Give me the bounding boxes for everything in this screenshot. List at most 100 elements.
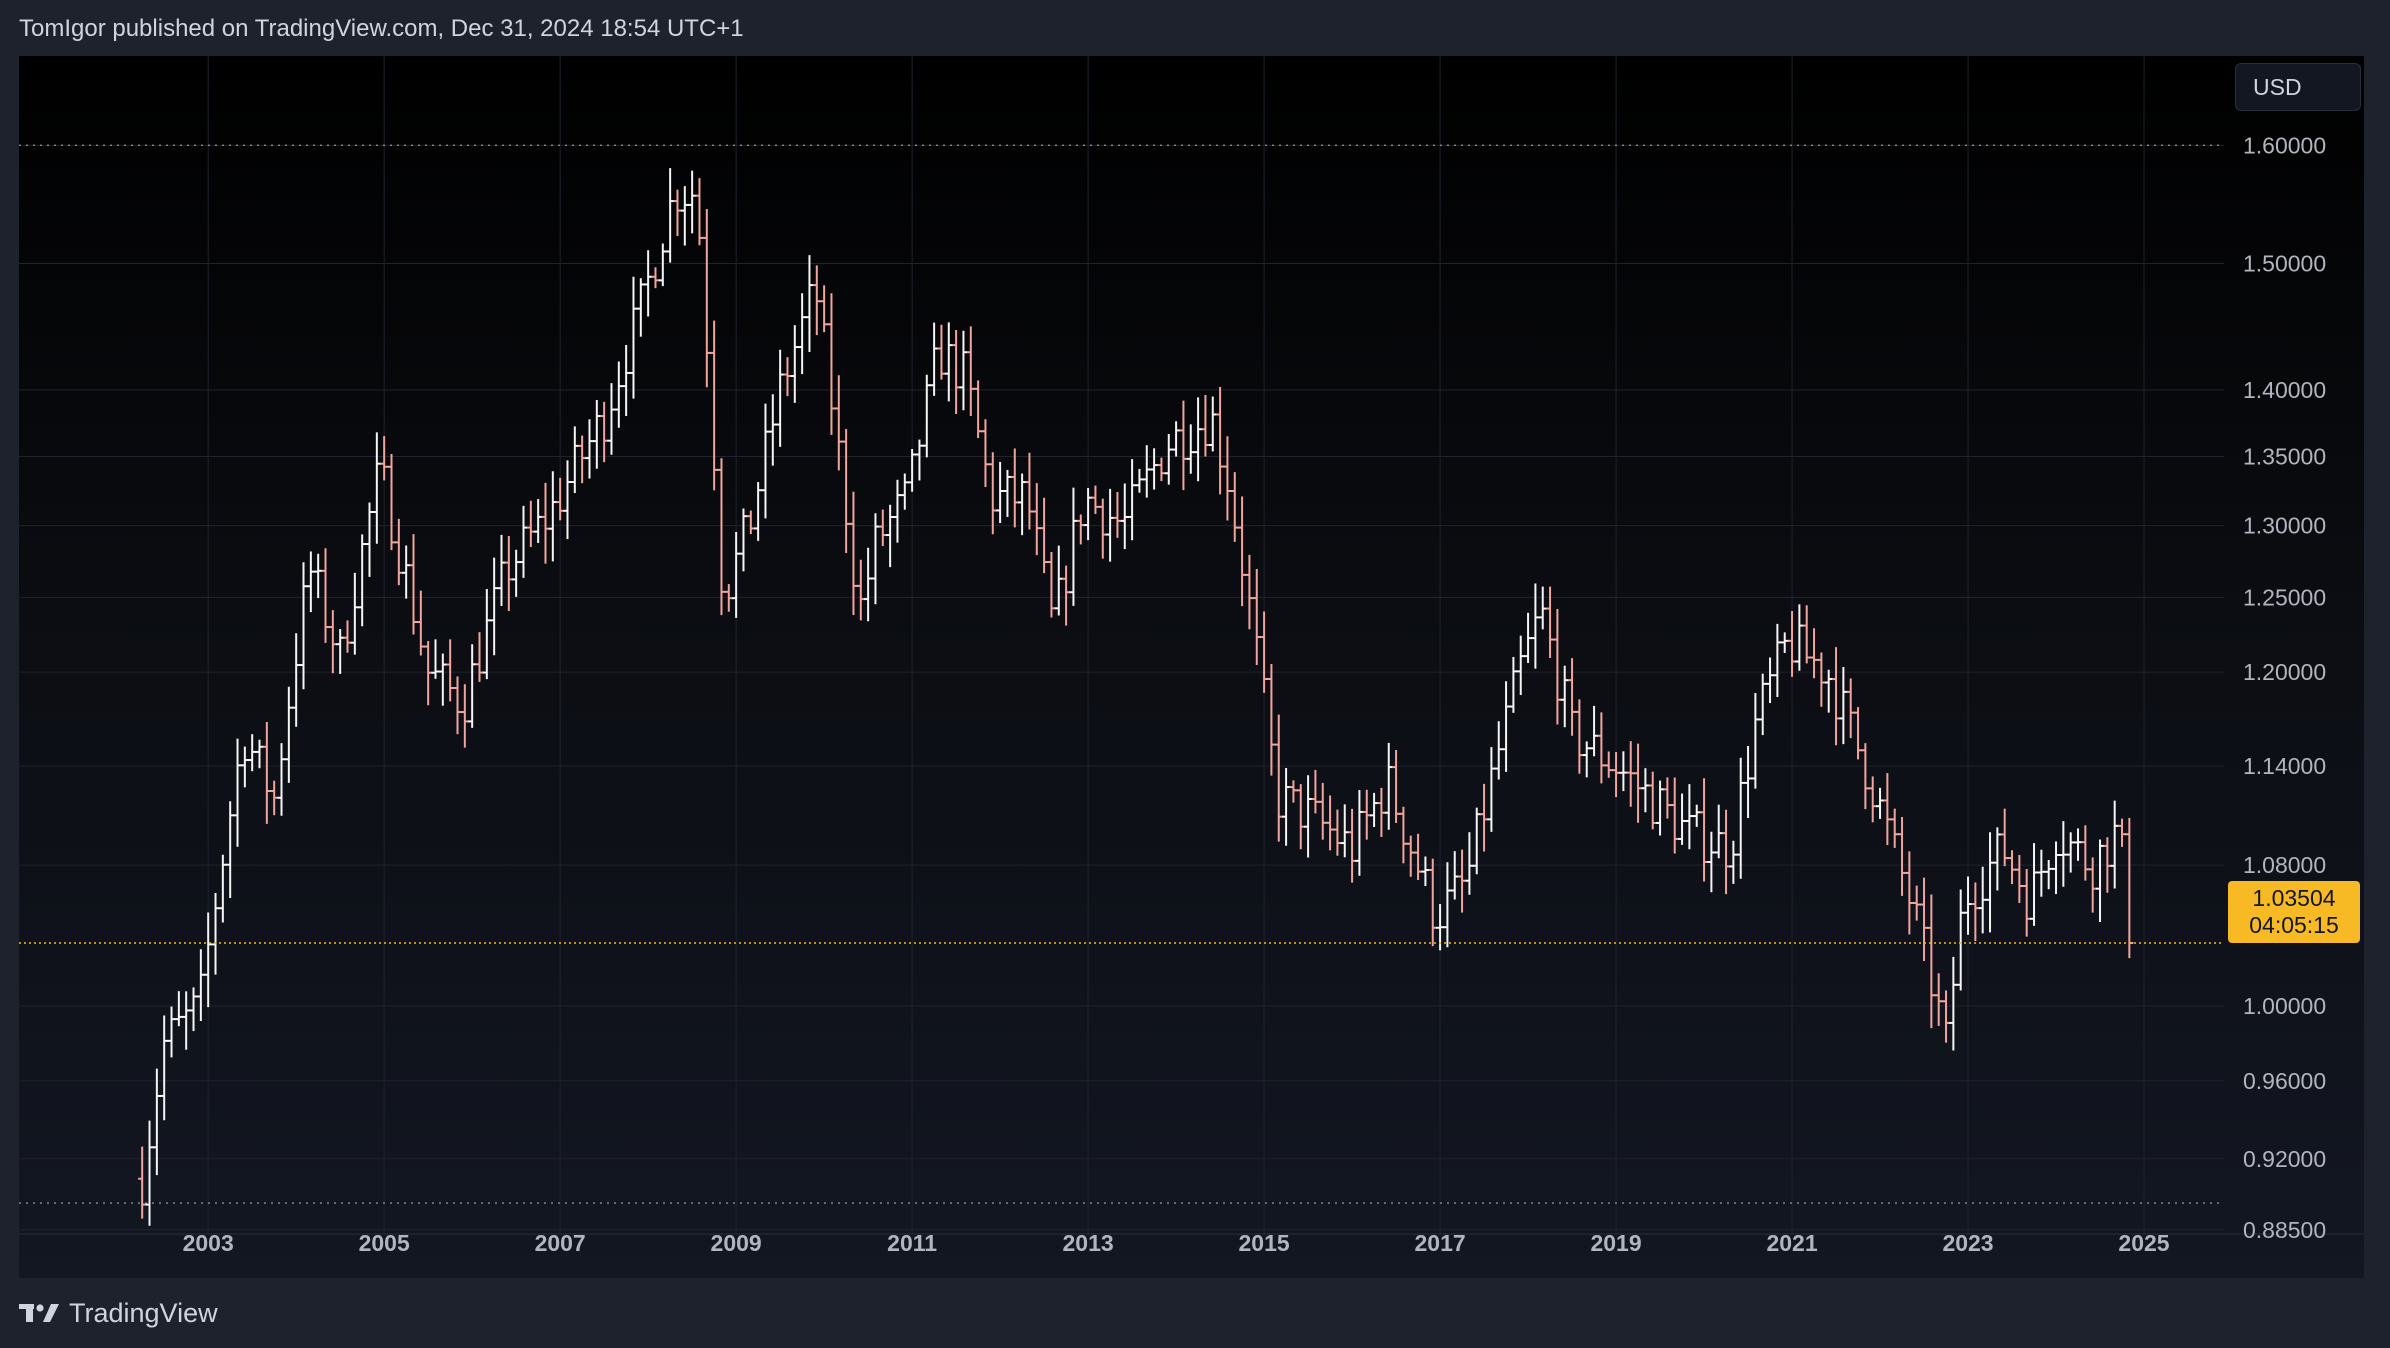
- ohlc-bar: [666, 168, 675, 263]
- ohlc-bar: [893, 479, 902, 543]
- ohlc-bar: [2066, 832, 2075, 873]
- ohlc-bar: [1421, 856, 1430, 887]
- ohlc-bar: [1267, 664, 1276, 776]
- ohlc-bar: [739, 508, 748, 572]
- ohlc-bar: [182, 991, 191, 1050]
- ohlc-bar: [1054, 545, 1063, 616]
- ohlc-bar: [1846, 678, 1855, 739]
- ohlc-bar: [1927, 894, 1936, 1029]
- bar-countdown: 04:05:15: [2249, 912, 2339, 938]
- ohlc-bar: [1898, 816, 1907, 896]
- ohlc-bar: [2015, 854, 2024, 903]
- ohlc-bar: [1641, 768, 1650, 813]
- ohlc-bar: [1003, 469, 1012, 517]
- ohlc-bar: [2044, 859, 2053, 890]
- price-axis-label: 1.40000: [2243, 377, 2326, 403]
- last-price-badge: 1.03504 04:05:15: [2228, 881, 2360, 943]
- footer-logo[interactable]: TradingView: [19, 1298, 218, 1328]
- ohlc-bar: [1458, 849, 1467, 913]
- ohlc-bar: [1920, 877, 1929, 962]
- ohlc-bar: [1524, 612, 1533, 663]
- ohlc-bar: [2110, 800, 2119, 889]
- ohlc-bar: [160, 1015, 169, 1121]
- ohlc-bar: [1802, 605, 1811, 664]
- tradingview-logo-icon: [19, 1304, 59, 1322]
- ohlc-bar: [702, 208, 711, 388]
- ohlc-bar: [306, 551, 315, 613]
- time-axis-label: 2023: [1942, 1230, 1993, 1256]
- ohlc-bar: [372, 432, 381, 544]
- ohlc-bar: [680, 186, 689, 246]
- ohlc-bar: [790, 325, 799, 403]
- ohlc-bar: [1040, 497, 1049, 574]
- ohlc-bar: [1934, 973, 1943, 1026]
- ohlc-bar: [636, 278, 645, 337]
- ohlc-bar: [1597, 712, 1606, 784]
- ohlc-bar: [1993, 827, 2002, 891]
- ohlc-bar: [1494, 721, 1503, 780]
- ohlc-bar: [1230, 472, 1239, 542]
- time-axis[interactable]: 2003 2005 2007 2009 2011 2013 2015 2017 2019 2021…: [183, 1230, 2170, 1256]
- ohlc-bar: [937, 324, 946, 380]
- ohlc-bar: [1142, 445, 1151, 498]
- ohlc-bar: [1978, 866, 1987, 934]
- ohlc-bar: [952, 329, 961, 415]
- ohlc-bar: [1971, 882, 1980, 942]
- time-axis-label: 2013: [1063, 1230, 1114, 1256]
- ohlc-bar: [2030, 843, 2039, 926]
- ohlc-bar: [1729, 840, 1738, 884]
- ohlc-bar: [1179, 400, 1188, 491]
- ohlc-bar: [1626, 741, 1635, 807]
- ohlc-bar: [1120, 483, 1129, 550]
- ohlc-bar: [1795, 604, 1804, 671]
- ohlc-bar: [878, 509, 887, 547]
- ohlc-bar: [1905, 851, 1914, 935]
- ohlc-bar: [1098, 498, 1107, 559]
- ohlc-bar: [204, 912, 213, 1008]
- ohlc-bar: [497, 534, 506, 607]
- ohlc-bars: [138, 168, 2134, 1226]
- ohlc-bar: [1817, 652, 1826, 707]
- ohlc-bar: [1531, 583, 1540, 669]
- ohlc-bar: [1722, 809, 1731, 895]
- ohlc-bar: [1700, 778, 1709, 882]
- ohlc-bar: [842, 429, 851, 553]
- ohlc-bar: [292, 633, 301, 727]
- ohlc-bar: [864, 547, 873, 622]
- ohlc-bar: [1289, 780, 1298, 803]
- ohlc-bar: [1502, 681, 1511, 772]
- ohlc-bar: [1047, 552, 1056, 618]
- price-axis[interactable]: 1.60000 1.50000 1.40000 1.35000 1.30000 1.250…: [2243, 132, 2326, 1242]
- ohlc-bar: [1025, 452, 1034, 530]
- ohlc-bar: [1428, 858, 1437, 947]
- ohlc-bar: [1634, 743, 1643, 823]
- ohlc-bar: [1788, 611, 1797, 677]
- chart-area[interactable]: 1.60000 1.50000 1.40000 1.35000 1.30000 1.250…: [19, 56, 2364, 1278]
- ohlc-bar: [644, 250, 653, 317]
- ohlc-bar: [321, 548, 330, 643]
- price-chart[interactable]: 1.60000 1.50000 1.40000 1.35000 1.30000 1.250…: [19, 56, 2364, 1278]
- ohlc-bar: [1692, 804, 1701, 827]
- ohlc-bar: [1854, 707, 1863, 760]
- grid-lines: [19, 56, 2364, 1235]
- ohlc-bar: [453, 676, 462, 735]
- ohlc-bar: [974, 380, 983, 439]
- ohlc-bar: [394, 518, 403, 586]
- ohlc-bar: [2096, 839, 2105, 923]
- ohlc-bar: [1333, 809, 1342, 856]
- ohlc-bar: [1824, 669, 1833, 713]
- ohlc-bar: [578, 435, 587, 484]
- ohlc-bar: [556, 477, 565, 521]
- ohlc-bar: [1964, 876, 1973, 935]
- ohlc-bar: [482, 588, 491, 680]
- ohlc-bar: [996, 461, 1005, 524]
- ohlc-bar: [1326, 795, 1335, 851]
- ohlc-bar: [1384, 742, 1393, 830]
- ohlc-bar: [270, 780, 279, 816]
- ohlc-bar: [1714, 804, 1723, 859]
- currency-button[interactable]: USD: [2235, 63, 2361, 111]
- ohlc-bar: [1942, 990, 1951, 1043]
- ohlc-bar: [658, 243, 667, 287]
- ohlc-bar: [922, 374, 931, 458]
- ohlc-bar: [1832, 647, 1841, 746]
